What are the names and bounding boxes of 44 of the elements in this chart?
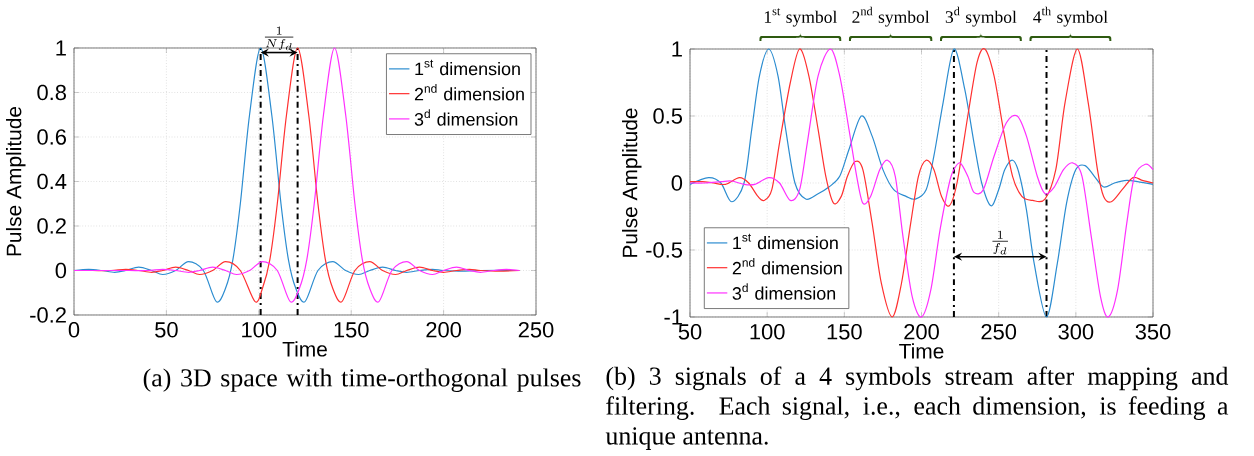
y-tick-label: 0.2 xyxy=(37,218,66,234)
y-tick-label: 0.4 xyxy=(37,173,67,190)
text: 1$^{st}$ symbol xyxy=(764,8,837,27)
x-axis-title: Time xyxy=(899,343,944,359)
y-tick-label: 0 xyxy=(671,175,683,191)
x-tick-label: 150 xyxy=(334,322,369,338)
annotation: $\frac{1}{f_d}$ xyxy=(992,230,1008,255)
y-tick-label: -1 xyxy=(664,309,682,325)
x-tick-label: 200 xyxy=(904,324,939,340)
line-series xyxy=(689,48,1154,318)
text: 2$^{nd}$ symbol xyxy=(852,6,930,27)
annotation: $\frac{1}{Nf_d}$ xyxy=(264,26,294,51)
x-tick-label: 100 xyxy=(750,324,785,340)
x-tick-label: 200 xyxy=(426,322,461,338)
text: 3$^{d}$ symbol xyxy=(945,6,1017,27)
x-tick-label: 50 xyxy=(155,322,178,338)
text: 4$^{th}$ symbol xyxy=(1033,6,1108,27)
y-tick-label: 0.5 xyxy=(653,108,683,124)
y-tick-label: 0.8 xyxy=(37,84,66,101)
y-tick-label: 1 xyxy=(672,41,682,57)
x-tick-label: 350 xyxy=(1135,324,1171,340)
y-axis-title: Pulse Amplitude xyxy=(6,106,26,256)
x-tick-label: 100 xyxy=(242,322,277,338)
x-tick-label: 250 xyxy=(981,324,1017,340)
x-tick-label: 250 xyxy=(518,322,554,338)
legend-label: 3$^{d}$ dimension xyxy=(414,109,518,126)
text: (a) 3D space with time-orthogonal pulses xyxy=(143,368,581,392)
legend-label: 2$^{nd}$ dimension xyxy=(414,84,524,101)
text: (b) 3 signals of a 4 symbols stream after mapping and filtering. Each signal, i.e., each dimension, is feeding a unique antenna. xyxy=(605,366,1229,450)
x-axis-title: Time xyxy=(282,341,327,357)
x-tick-label: 150 xyxy=(827,324,862,340)
legend-label: 1$^{st}$ dimension xyxy=(415,59,520,76)
x-tick-label: 0 xyxy=(68,322,80,338)
y-tick-label: -0.5 xyxy=(646,242,683,258)
x-tick-label: 300 xyxy=(1058,324,1094,340)
legend-label: 1$^{st}$ dimension xyxy=(733,233,838,250)
y-tick-label: -0.2 xyxy=(30,307,66,323)
legend-label: 2$^{nd}$ dimension xyxy=(732,258,842,275)
x-tick-label: 50 xyxy=(678,324,702,340)
y-tick-label: 0 xyxy=(55,262,67,279)
legend-label: 3$^{d}$ dimension xyxy=(732,283,836,300)
y-axis-title: Pulse Amplitude xyxy=(622,108,642,257)
y-tick-label: 0.6 xyxy=(37,129,66,145)
y-tick-label: 1 xyxy=(56,40,66,56)
